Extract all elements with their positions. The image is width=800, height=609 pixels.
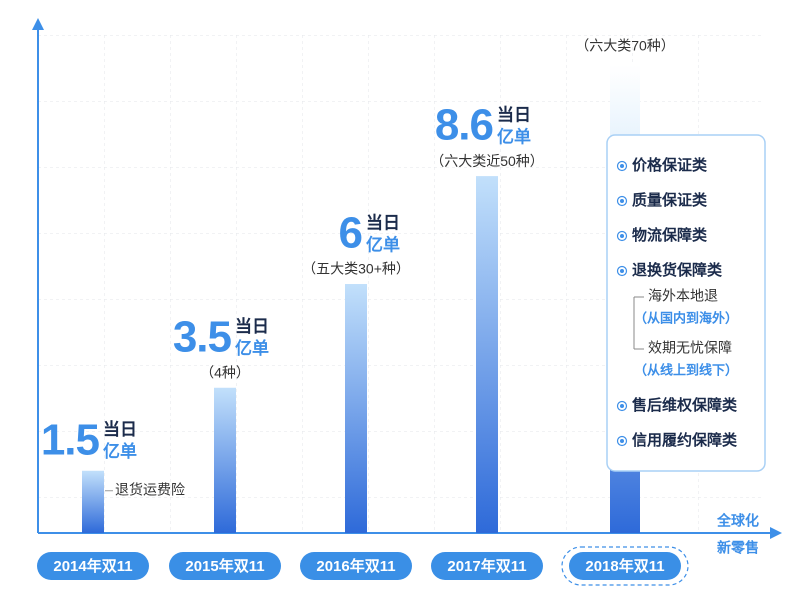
x-tick-label: 2017年双11 [447,557,526,575]
panel-subitem: 海外本地退 [648,288,718,304]
panel-item: 质量保证类 [632,191,708,209]
panel-subnote: （从国内到海外） [634,310,738,325]
axis-end-label: 全球化 [716,513,759,529]
value-label: 1.5 [41,415,100,464]
panel-item: 价格保证类 [632,156,708,174]
category-pill [169,552,281,580]
category-pill [569,552,681,580]
panel-item: 物流保障类 [632,226,708,244]
axis-end-label: 新零售 [717,540,759,556]
bullet-dot [620,404,624,408]
category-pill [37,552,149,580]
bar [82,470,104,533]
bullet-dot [620,199,624,203]
bullet-dot [620,269,624,273]
x-tick-label: 2016年双11 [316,557,395,575]
value-suffix: 当日 [497,105,531,125]
x-tick-label: 2018年双11 [585,557,664,575]
bar-note: 退货运费险 [115,481,185,497]
x-tick-label: 2015年双11 [185,557,264,575]
bar [214,387,236,533]
value-suffix: 当日 [366,212,400,232]
panel-item: 售后维权保障类 [632,396,738,414]
panel-item: 信用履约保障类 [632,431,738,449]
bar [476,176,498,533]
value-suffix: 当日 [103,419,137,439]
bullet-dot [620,439,624,443]
x-tick-label: 2014年双11 [53,557,132,575]
value-suffix: 当日 [235,316,269,336]
bar-note: （4种） [200,364,250,380]
guarantee-panel [606,134,766,472]
panel-subnote: （从线上到线下） [634,362,738,377]
bar [345,284,367,533]
bar-note: （六大类70种） [575,38,675,54]
category-highlight [561,546,689,586]
panel-item: 退换货保障类 [632,261,723,279]
y-axis-arrow [32,18,44,30]
value-label: 6 [339,209,362,258]
bullet-dot [620,164,624,168]
value-suffix: 亿单 [235,338,269,358]
category-pill [300,552,412,580]
category-pill [431,552,543,580]
value-suffix: 亿单 [366,234,400,254]
axes [32,18,782,539]
value-suffix: 亿单 [497,127,531,147]
value-label: 3.5 [173,312,232,361]
panel-subitem: 效期无忧保障 [648,340,732,356]
value-suffix: 亿单 [103,441,137,461]
x-axis-arrow [770,527,782,539]
bar-note: （五大类30+种） [302,261,410,277]
bullet-dot [620,234,624,238]
value-label: 8.6 [435,101,493,150]
bar-note: （六大类近50种） [430,153,544,169]
